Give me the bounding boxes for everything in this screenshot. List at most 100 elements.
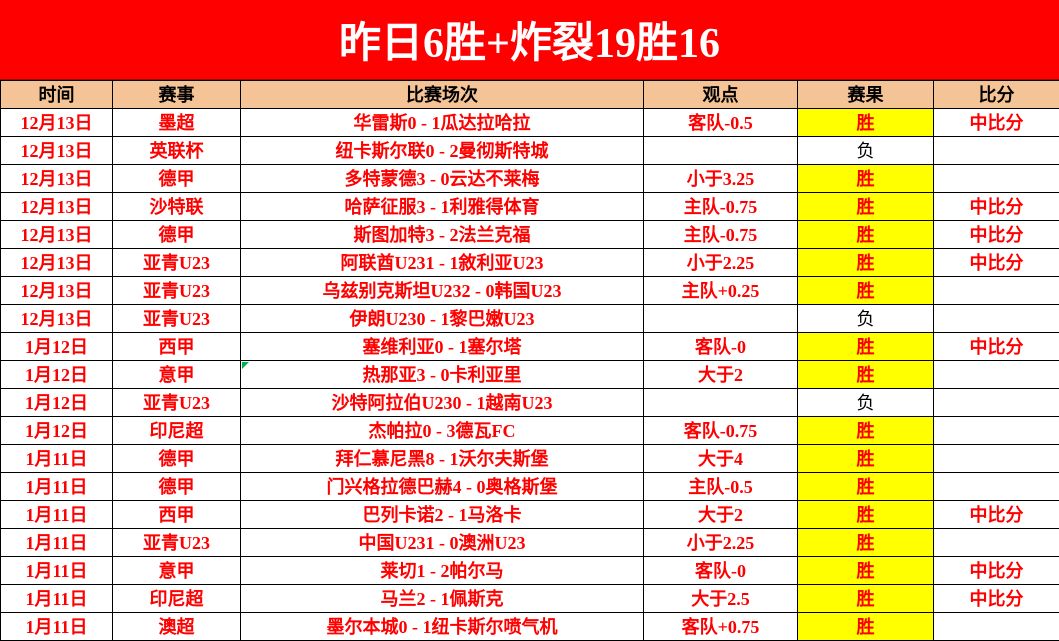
date-cell: 1月11日: [0, 444, 113, 473]
results-body: 12月13日 墨超 华雷斯0 - 1瓜达拉哈拉 客队-0.5 胜 中比分 12月…: [0, 108, 1059, 641]
table-row: 12月13日 英联杯 纽卡斯尔联0 - 2曼彻斯特城 负: [0, 136, 1059, 165]
table-row: 12月13日 墨超 华雷斯0 - 1瓜达拉哈拉 客队-0.5 胜 中比分: [0, 108, 1059, 137]
view-cell: 主队-0.75: [643, 192, 798, 221]
banner: 昨日6胜+炸裂19胜16: [0, 0, 1059, 80]
date-cell: 1月12日: [0, 388, 113, 417]
score-cell: [933, 444, 1059, 473]
view-cell: [643, 136, 798, 165]
match-cell: 杰帕拉0 - 3德瓦FC: [240, 416, 644, 445]
match-cell: 多特蒙德3 - 0云达不莱梅: [240, 164, 644, 193]
header-match: 比赛场次: [240, 80, 644, 109]
result-cell: 负: [797, 304, 934, 333]
match-cell: 阿联酋U231 - 1敘利亚U23: [240, 248, 644, 277]
date-cell: 1月11日: [0, 528, 113, 557]
score-cell: [933, 416, 1059, 445]
result-cell: 负: [797, 388, 934, 417]
score-cell: 中比分: [933, 584, 1059, 613]
score-cell: 中比分: [933, 556, 1059, 585]
match-text: 杰帕拉0 - 3德瓦FC: [368, 420, 516, 441]
date-cell: 1月12日: [0, 332, 113, 361]
result-cell: 胜: [797, 556, 934, 585]
view-cell: 客队+0.75: [643, 612, 798, 641]
table-row: 12月13日 亚青U23 阿联酋U231 - 1敘利亚U23 小于2.25 胜 …: [0, 248, 1059, 277]
result-cell: 胜: [797, 360, 934, 389]
match-cell: 塞维利亚0 - 1塞尔塔: [240, 332, 644, 361]
table-row: 12月13日 亚青U23 伊朗U230 - 1黎巴嫩U23 负: [0, 304, 1059, 333]
comment-marker-icon: [242, 362, 249, 369]
view-cell: 大于2: [643, 500, 798, 529]
score-cell: [933, 388, 1059, 417]
result-cell: 胜: [797, 192, 934, 221]
match-cell: 热那亚3 - 0卡利亚里: [240, 360, 644, 389]
match-text: 热那亚3 - 0卡利亚里: [362, 364, 522, 385]
league-cell: 亚青U23: [112, 276, 241, 305]
view-cell: 大于2: [643, 360, 798, 389]
table-row: 1月11日 亚青U23 中国U231 - 0澳洲U23 小于2.25 胜: [0, 528, 1059, 557]
view-cell: [643, 388, 798, 417]
header-league: 赛事: [112, 80, 241, 109]
score-cell: 中比分: [933, 220, 1059, 249]
match-text: 伊朗U230 - 1黎巴嫩U23: [349, 308, 535, 329]
result-cell: 胜: [797, 332, 934, 361]
match-cell: 斯图加特3 - 2法兰克福: [240, 220, 644, 249]
date-cell: 1月11日: [0, 472, 113, 501]
table-row: 12月13日 德甲 多特蒙德3 - 0云达不莱梅 小于3.25 胜: [0, 164, 1059, 193]
league-cell: 德甲: [112, 164, 241, 193]
result-cell: 胜: [797, 164, 934, 193]
view-cell: 主队+0.25: [643, 276, 798, 305]
result-cell: 胜: [797, 500, 934, 529]
match-text: 中国U231 - 0澳洲U23: [358, 532, 526, 553]
result-cell: 胜: [797, 416, 934, 445]
match-text: 墨尔本城0 - 1纽卡斯尔喷气机: [326, 616, 558, 637]
league-cell: 德甲: [112, 220, 241, 249]
date-cell: 12月13日: [0, 220, 113, 249]
header-view: 观点: [643, 80, 798, 109]
league-cell: 沙特联: [112, 192, 241, 221]
score-cell: [933, 136, 1059, 165]
table-row: 12月13日 沙特联 哈萨征服3 - 1利雅得体育 主队-0.75 胜 中比分: [0, 192, 1059, 221]
header-row: 时间 赛事 比赛场次 观点 赛果 比分: [0, 80, 1059, 109]
table-row: 1月11日 德甲 拜仁慕尼黑8 - 1沃尔夫斯堡 大于4 胜: [0, 444, 1059, 473]
result-cell: 胜: [797, 612, 934, 641]
date-cell: 12月13日: [0, 304, 113, 333]
score-cell: [933, 164, 1059, 193]
date-cell: 1月11日: [0, 612, 113, 641]
banner-title: 昨日6胜+炸裂19胜16: [339, 21, 720, 67]
result-cell: 胜: [797, 584, 934, 613]
table-row: 1月11日 西甲 巴列卡诺2 - 1马洛卡 大于2 胜 中比分: [0, 500, 1059, 529]
view-cell: 大于4: [643, 444, 798, 473]
match-text: 巴列卡诺2 - 1马洛卡: [362, 504, 522, 525]
league-cell: 墨超: [112, 108, 241, 137]
table-row: 12月13日 德甲 斯图加特3 - 2法兰克福 主队-0.75 胜 中比分: [0, 220, 1059, 249]
score-cell: 中比分: [933, 108, 1059, 137]
match-cell: 乌兹别克斯坦U232 - 0韩国U23: [240, 276, 644, 305]
league-cell: 澳超: [112, 612, 241, 641]
league-cell: 意甲: [112, 556, 241, 585]
header-time: 时间: [0, 80, 113, 109]
view-cell: 小于2.25: [643, 528, 798, 557]
table-row: 1月11日 意甲 莱切1 - 2帕尔马 客队-0 胜 中比分: [0, 556, 1059, 585]
date-cell: 12月13日: [0, 248, 113, 277]
match-text: 马兰2 - 1佩斯克: [380, 588, 504, 609]
match-cell: 拜仁慕尼黑8 - 1沃尔夫斯堡: [240, 444, 644, 473]
score-cell: 中比分: [933, 332, 1059, 361]
league-cell: 亚青U23: [112, 304, 241, 333]
match-text: 拜仁慕尼黑8 - 1沃尔夫斯堡: [335, 448, 549, 469]
date-cell: 1月12日: [0, 360, 113, 389]
match-cell: 华雷斯0 - 1瓜达拉哈拉: [240, 108, 644, 137]
table-row: 1月11日 德甲 门兴格拉德巴赫4 - 0奥格斯堡 主队-0.5 胜: [0, 472, 1059, 501]
league-cell: 德甲: [112, 444, 241, 473]
match-text: 沙特阿拉伯U230 - 1越南U23: [331, 392, 553, 413]
date-cell: 1月11日: [0, 584, 113, 613]
table-row: 1月11日 印尼超 马兰2 - 1佩斯克 大于2.5 胜 中比分: [0, 584, 1059, 613]
result-cell: 胜: [797, 108, 934, 137]
league-cell: 西甲: [112, 332, 241, 361]
score-cell: 中比分: [933, 500, 1059, 529]
date-cell: 12月13日: [0, 136, 113, 165]
match-text: 华雷斯0 - 1瓜达拉哈拉: [353, 112, 531, 133]
view-cell: 客队-0: [643, 332, 798, 361]
match-cell: 中国U231 - 0澳洲U23: [240, 528, 644, 557]
date-cell: 1月11日: [0, 556, 113, 585]
match-text: 门兴格拉德巴赫4 - 0奥格斯堡: [326, 476, 558, 497]
score-cell: [933, 360, 1059, 389]
